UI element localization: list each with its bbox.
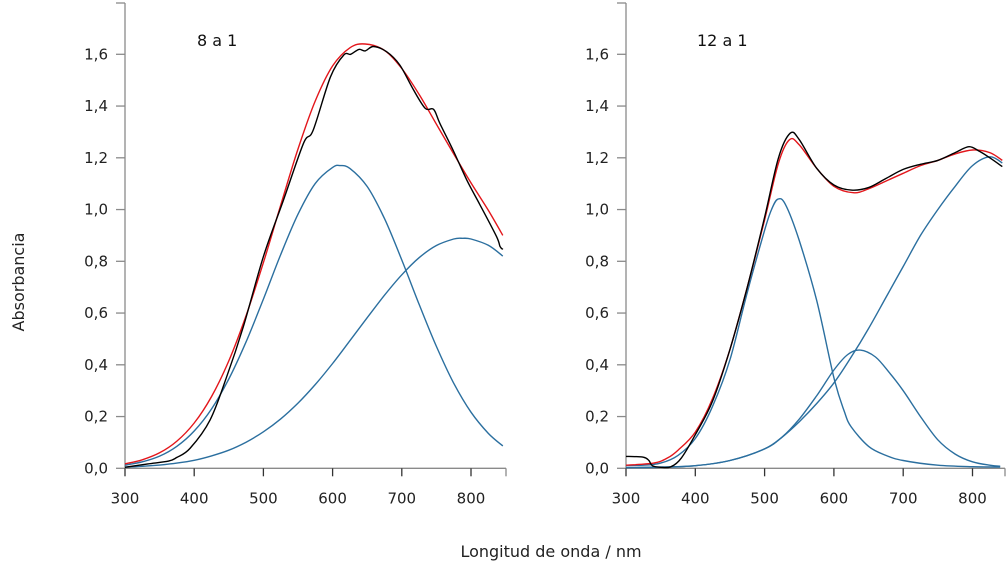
x-tick-label: 400 xyxy=(681,489,710,507)
series-component-line xyxy=(625,156,1003,469)
y-tick-label: 1,0 xyxy=(84,201,108,219)
panel-8-a-1: 8 a 1 0,0 0,2 0,4 0,6 0,8 1,0 1,2 1,4 1,6 300 400 5… xyxy=(84,2,507,507)
panel-12-a-1: 12 a 1 0,0 0,2 0,4 0,6 0,8 1,0 1,2 1,4 1,6 300 400… xyxy=(585,2,1006,507)
x-tick-label: 600 xyxy=(820,489,849,507)
x-tick-label: 700 xyxy=(889,489,918,507)
y-tick-label: 0,4 xyxy=(84,356,108,374)
y-tick-label: 0,8 xyxy=(84,252,108,270)
x-tick-label: 600 xyxy=(318,489,347,507)
x-tick-label: 800 xyxy=(457,489,486,507)
series-fit-line xyxy=(124,43,504,465)
x-tick-label: 500 xyxy=(249,489,278,507)
x-tick-label: 300 xyxy=(612,489,641,507)
y-tick-label: 1,0 xyxy=(585,201,609,219)
series-component-line xyxy=(625,349,1001,469)
y-axis-title: Absorbancia xyxy=(9,233,28,332)
x-tick-label: 800 xyxy=(958,489,987,507)
y-tick-label: 1,6 xyxy=(84,45,108,63)
series-component-line xyxy=(625,197,1001,468)
y-tick-label: 0,8 xyxy=(585,252,609,270)
y-tick-label: 1,4 xyxy=(84,97,108,115)
y-tick-label: 0,4 xyxy=(585,356,609,374)
series-fit-line xyxy=(625,137,1003,466)
x-tick-label: 300 xyxy=(111,489,140,507)
y-tick-label: 0,0 xyxy=(585,459,609,477)
panel-label: 8 a 1 xyxy=(197,31,237,50)
series-component-line xyxy=(124,164,504,466)
x-tick-label: 700 xyxy=(387,489,416,507)
series-experimental-line xyxy=(625,131,1003,469)
y-tick-label: 0,6 xyxy=(585,304,609,322)
y-tick-label: 0,0 xyxy=(84,459,108,477)
panel-label: 12 a 1 xyxy=(697,31,748,50)
y-tick-label: 1,4 xyxy=(585,97,609,115)
x-axis-title: Longitud de onda / nm xyxy=(460,542,641,561)
y-tick-label: 0,2 xyxy=(585,408,609,426)
series-component-line xyxy=(124,237,504,468)
x-tick-label: 500 xyxy=(750,489,779,507)
y-tick-label: 1,2 xyxy=(585,149,609,167)
x-tick-label: 400 xyxy=(180,489,209,507)
series-experimental-line xyxy=(124,45,504,468)
y-tick-label: 0,2 xyxy=(84,408,108,426)
y-tick-label: 0,6 xyxy=(84,304,108,322)
y-tick-label: 1,2 xyxy=(84,149,108,167)
y-tick-label: 1,6 xyxy=(585,45,609,63)
